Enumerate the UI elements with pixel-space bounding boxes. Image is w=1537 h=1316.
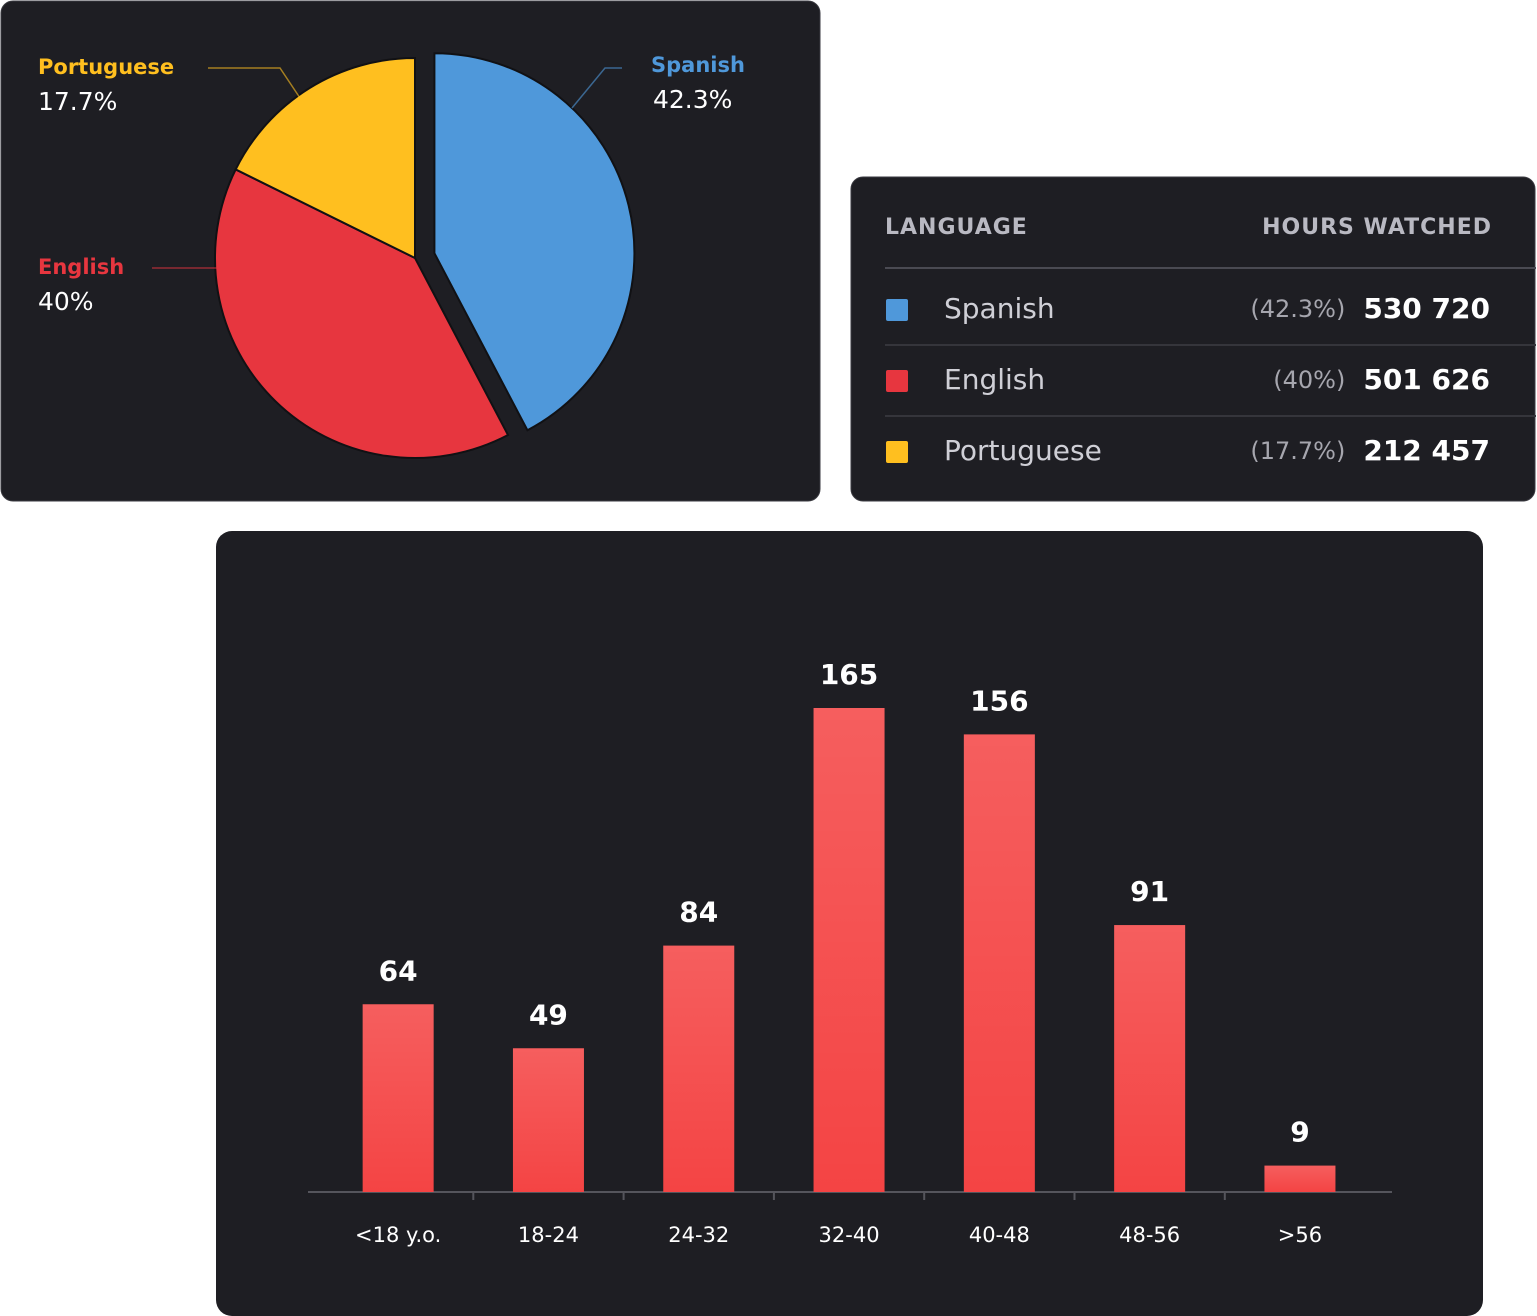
pie-slice [214,168,510,459]
pie-slice [433,52,636,432]
pie-value-label: 42.3% [653,85,732,114]
pie-label: English [38,255,124,279]
x-tick-label: 40-48 [969,1223,1030,1247]
bar-shine [1114,925,1186,1192]
table-share: (42.3%) [1250,295,1345,323]
bar-value-label: 64 [379,954,418,987]
table-share: (40%) [1273,366,1345,394]
table-header: LANGUAGE [885,215,1028,240]
bar-shine [362,1004,434,1192]
table-hours: 530 720 [1363,292,1490,325]
table-hours: 501 626 [1363,363,1490,396]
leader-line [571,67,622,109]
pie-label: Spanish [651,53,745,77]
bar-value-label: 156 [970,684,1028,717]
bar-shine [963,734,1035,1192]
bar-shine [663,945,735,1192]
bar-value-label: 9 [1290,1116,1309,1149]
table-language: English [944,363,1045,396]
bar-value-label: 91 [1130,875,1169,908]
bar-value-label: 165 [820,658,878,691]
leader-line [208,67,305,105]
table-share: (17.7%) [1250,437,1345,465]
bar-shine [813,708,885,1192]
table-language: Spanish [944,292,1055,325]
x-tick-label: 48-56 [1119,1223,1180,1247]
x-tick-label: 24-32 [668,1223,729,1247]
bar-shine [512,1048,584,1192]
table-language: Portuguese [944,434,1102,467]
bar-shine [1264,1165,1336,1192]
table-panel [850,176,1536,502]
legend-swatch [886,441,908,463]
pie-value-label: 17.7% [38,87,117,116]
table-header: HOURS WATCHED [1262,215,1492,240]
x-tick-label: >56 [1278,1223,1322,1247]
legend-swatch [886,299,908,321]
pie-value-label: 40% [38,287,94,316]
x-tick-label: 32-40 [819,1223,880,1247]
x-tick-label: <18 y.o. [355,1223,441,1247]
pie-label: Portuguese [38,55,174,79]
bar-value-label: 84 [679,896,718,929]
bar-value-label: 49 [529,998,568,1031]
legend-swatch [886,370,908,392]
x-tick-label: 18-24 [518,1223,579,1247]
pie-slice [234,56,416,260]
table-hours: 212 457 [1363,434,1490,467]
